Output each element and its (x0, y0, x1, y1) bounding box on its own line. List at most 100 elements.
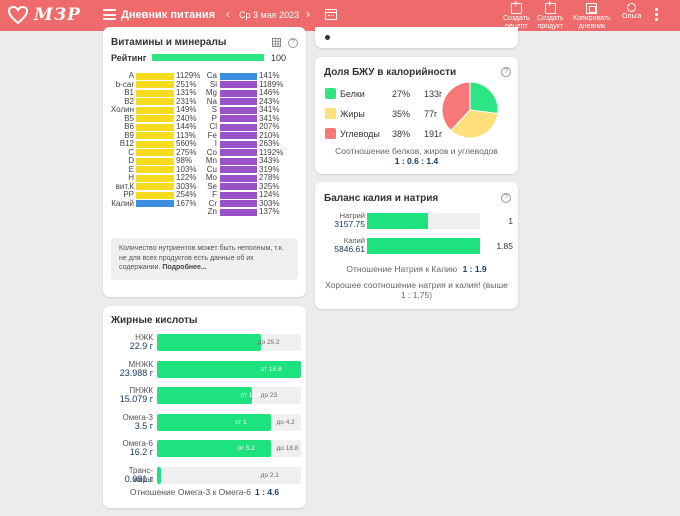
vitamin-bar (136, 174, 174, 182)
fatty-acid-name: Омега-3 (122, 412, 153, 422)
mineral-row: Cr 303% (193, 199, 306, 208)
mineral-name: Mg (205, 88, 217, 97)
copy-diary-button[interactable]: Копировать дневник (573, 3, 611, 30)
vitamins-help-icon[interactable]: ? (288, 38, 298, 48)
bju-title: Доля БЖУ в калорийности (324, 67, 457, 78)
mineral-row: I 263% (193, 139, 306, 148)
vitamin-bar (136, 149, 174, 157)
vitamin-bar (136, 72, 174, 80)
vitamin-bar (136, 106, 174, 114)
mineral-pct: 341% (259, 113, 280, 123)
rating-value: 100 (271, 53, 287, 63)
bju-grams: 77г (424, 109, 438, 119)
mineral-row: Fe 210% (193, 131, 306, 140)
kn-number: 1 (508, 216, 513, 226)
kn-value: 5846.61 (334, 244, 365, 254)
kn-number: 1.85 (496, 241, 513, 251)
kn-ratio-label: Отношение Натрия к Калию (346, 264, 458, 274)
create-product-button[interactable]: Создать продукт (537, 1, 564, 30)
fatty-acid-name: Омега-6 (122, 439, 153, 448)
create-recipe-label-2: рецепт (505, 22, 528, 30)
mineral-bar (220, 140, 257, 148)
bju-swatch (325, 88, 336, 99)
create-recipe-button[interactable]: Создать рецепт (503, 1, 530, 30)
vitamin-row: Холин 149% (103, 105, 203, 114)
vitamin-name: b-car (115, 79, 134, 89)
read-more-link[interactable]: Подробнее... (162, 264, 207, 271)
mineral-name: Co (206, 147, 217, 157)
fatty-acid-fill (157, 466, 162, 484)
bju-pie-slice (469, 81, 499, 115)
fatty-acids-title: Жирные кислоты (111, 315, 198, 326)
mineral-name: F (212, 190, 217, 199)
top-bar: МЗР Дневник питания ‹ Ср 3 мая 2023 › Со… (0, 0, 680, 31)
mineral-row: Ca 141% (193, 71, 306, 80)
vitamin-name: Холин (110, 105, 134, 114)
vitamin-row: B5 240% (103, 114, 203, 123)
omega-ratio: Отношение Омега-3 к Омега-6 1 : 4.6 (103, 487, 306, 497)
vitamin-bar (136, 183, 174, 191)
vitamin-row: B2 231% (103, 97, 203, 106)
prev-day-chevron-icon[interactable]: ‹ (226, 7, 230, 21)
bju-help-icon[interactable]: ? (501, 67, 511, 77)
vitamin-name: вит.К (115, 181, 134, 191)
menu-icon[interactable] (103, 9, 116, 20)
vitamin-name: B5 (124, 113, 134, 123)
logo[interactable]: МЗР (8, 5, 81, 25)
fatty-acid-row: Транс-жиры 0.081 г до 2.1 (111, 466, 301, 490)
bju-swatch (325, 128, 336, 139)
mineral-row: Zn 137% (193, 207, 306, 216)
mineral-bar (220, 115, 257, 123)
mineral-bar (220, 149, 257, 157)
fatty-acid-value: 3.5 г (134, 420, 153, 431)
fatty-acid-fill (157, 387, 253, 404)
vitamin-row: E 103% (103, 165, 203, 174)
mineral-name: Ca (206, 71, 217, 80)
fatty-acid-value: 0.081 г (124, 473, 153, 484)
bju-card: Доля БЖУ в калорийности ? Белки 27% 133г Жи… (315, 57, 518, 174)
vitamin-pct: 254% (176, 190, 197, 199)
vitamin-bar (136, 132, 174, 140)
vitamin-pct: 113% (176, 130, 196, 140)
current-date[interactable]: Ср 3 мая 2023 (239, 10, 300, 20)
potassium-sodium-help-icon[interactable]: ? (501, 193, 511, 203)
vitamin-row: вит.К 303% (103, 181, 203, 191)
vitamin-name: B12 (119, 139, 134, 148)
vitamin-bar (136, 81, 174, 89)
mineral-pct: 207% (259, 122, 280, 131)
fatty-acid-ref: от 5.2 (237, 445, 255, 452)
mineral-pct: 146% (259, 88, 280, 97)
page-title: Дневник питания (121, 9, 216, 21)
vitamin-name: E (128, 164, 134, 174)
bju-pie-slice (441, 81, 471, 132)
vitamin-bar (136, 140, 174, 148)
kn-fill (367, 213, 429, 229)
fatty-acid-value: 23.988 г (119, 367, 153, 378)
vitamin-row: B1 131% (103, 88, 203, 97)
user-menu-button[interactable]: Ольга (622, 3, 641, 21)
mineral-name: P (211, 113, 217, 123)
mineral-name: Na (206, 96, 217, 106)
mineral-row: Co 1192% (193, 148, 306, 157)
mineral-row: S 341% (193, 105, 306, 114)
fatty-acid-ref-upper: до 23 (260, 392, 278, 399)
mineral-name: S (211, 105, 217, 114)
mineral-name: Fe (207, 130, 217, 140)
table-view-icon[interactable] (272, 38, 281, 47)
vitamins-title: Витамины и минералы (111, 37, 227, 48)
fatty-acid-ref: от 1 (234, 418, 247, 426)
kn-name: Натрий (339, 211, 365, 220)
mineral-row: Mg 146% (193, 88, 306, 97)
more-options-icon[interactable] (655, 8, 658, 23)
fatty-acid-name: ПНЖК (129, 386, 153, 395)
mineral-bar (220, 191, 257, 199)
mineral-pct: 1189% (259, 79, 284, 89)
copy-icon (586, 3, 598, 14)
vitamin-name: B9 (124, 130, 134, 140)
create-recipe-label-1: Создать (503, 15, 530, 22)
vitamin-name: Калий (111, 198, 134, 208)
vitamin-pct: 303% (176, 181, 197, 191)
next-day-chevron-icon[interactable]: › (306, 7, 310, 21)
mineral-pct: 278% (259, 173, 280, 182)
calendar-icon[interactable] (325, 9, 337, 20)
